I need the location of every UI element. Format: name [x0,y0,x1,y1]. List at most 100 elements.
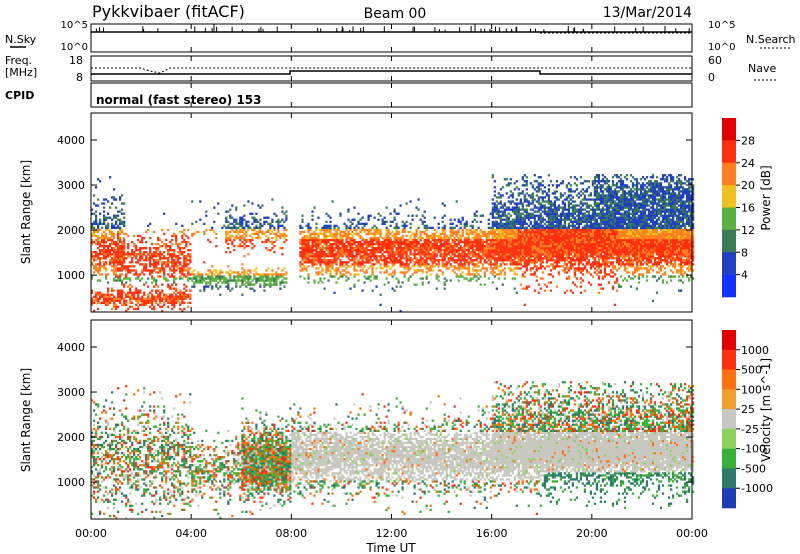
scatter-cell [565,245,568,248]
scatter-cell [331,249,334,252]
scatter-cell [153,247,156,250]
scatter-cell [511,259,514,262]
scatter-cell [315,236,318,240]
scatter-cell [333,261,336,264]
scatter-cell [423,232,426,236]
scatter-cell [139,259,142,262]
scatter-cell [495,263,498,266]
scatter-cell [571,242,574,246]
scatter-cell [573,182,576,185]
scatter-cell [385,236,388,240]
scatter-cell [359,255,362,258]
scatter-cell [567,255,570,258]
scatter-cell [539,245,542,248]
scatter-cell [529,247,532,250]
scatter-cell [91,222,94,225]
scatter-cell [519,247,522,250]
scatter-cell [499,236,502,240]
scatter-cell [123,220,126,223]
scatter-cell [567,212,570,215]
scatter-cell [275,234,278,238]
scatter-cell [215,275,218,278]
scatter-cell [571,281,574,284]
scatter-cell [203,289,206,292]
nsearch-tick-bottom: 10^0 [708,42,735,53]
scatter-cell [409,242,412,246]
scatter-cell [459,261,462,264]
scatter-cell [229,273,232,276]
scatter-cell [547,220,550,223]
scatter-cell [127,285,130,288]
scatter-cell [525,204,528,207]
scatter-cell [535,279,538,282]
scatter-cell [577,204,580,207]
scatter-cell [99,279,102,282]
scatter-cell [569,251,572,254]
scatter-cell [383,222,386,225]
scatter-cell [363,230,366,234]
scatter-cell [101,222,104,225]
scatter-cell [533,232,536,236]
scatter-cell [307,226,310,229]
scatter-cell [325,224,328,227]
scatter-cell [165,257,168,260]
scatter-cell [461,267,464,270]
scatter-cell [393,210,396,213]
scatter-cell [391,257,394,260]
scatter-cell [549,212,552,215]
scatter-cell [149,261,152,264]
scatter-cell [117,269,120,272]
scatter-cell [91,208,94,211]
scatter-cell [429,245,432,248]
scatter-cell [475,245,478,248]
scatter-cell [93,301,96,304]
scatter-cell [489,242,492,246]
scatter-cell [309,232,312,236]
scatter-cell [399,242,402,246]
scatter-cell [561,236,564,240]
scatter-cell [327,234,330,238]
scatter-cell [111,289,114,292]
scatter-cell [463,226,466,229]
scatter-cell [329,269,332,272]
scatter-cell [347,257,350,260]
scatter-cell [169,253,172,256]
scatter-cell [415,206,418,209]
scatter-cell [563,291,566,294]
scatter-cell [545,242,548,246]
scatter-cell [385,230,388,234]
scatter-cell [383,220,386,223]
scatter-cell [493,263,496,266]
scatter-cell [395,238,398,242]
scatter-cell [471,245,474,248]
scatter-cell [533,204,536,207]
scatter-cell [123,232,126,236]
scatter-cell [503,226,506,229]
scatter-cell [225,234,228,238]
scatter-cell [437,236,440,240]
scatter-cell [579,200,582,203]
scatter-cell [337,247,340,250]
scatter-cell [113,271,116,274]
scatter-cell [443,232,446,236]
scatter-cell [225,230,228,234]
scatter-cell [503,255,506,258]
scatter-cell [371,271,374,274]
scatter-cell [519,255,522,258]
scatter-cell [495,206,498,209]
scatter-cell [525,210,528,213]
scatter-cell [169,285,172,288]
scatter-cell [239,275,242,278]
scatter-cell [309,249,312,252]
scatter-cell [369,240,372,244]
scatter-cell [245,238,248,242]
scatter-cell [371,251,374,254]
scatter-cell [513,271,516,274]
scatter-cell [255,224,258,227]
scatter-cell [91,253,94,256]
scatter-cell [335,234,338,238]
scatter-cell [173,267,176,270]
scatter-cell [163,271,166,274]
scatter-cell [347,255,350,258]
